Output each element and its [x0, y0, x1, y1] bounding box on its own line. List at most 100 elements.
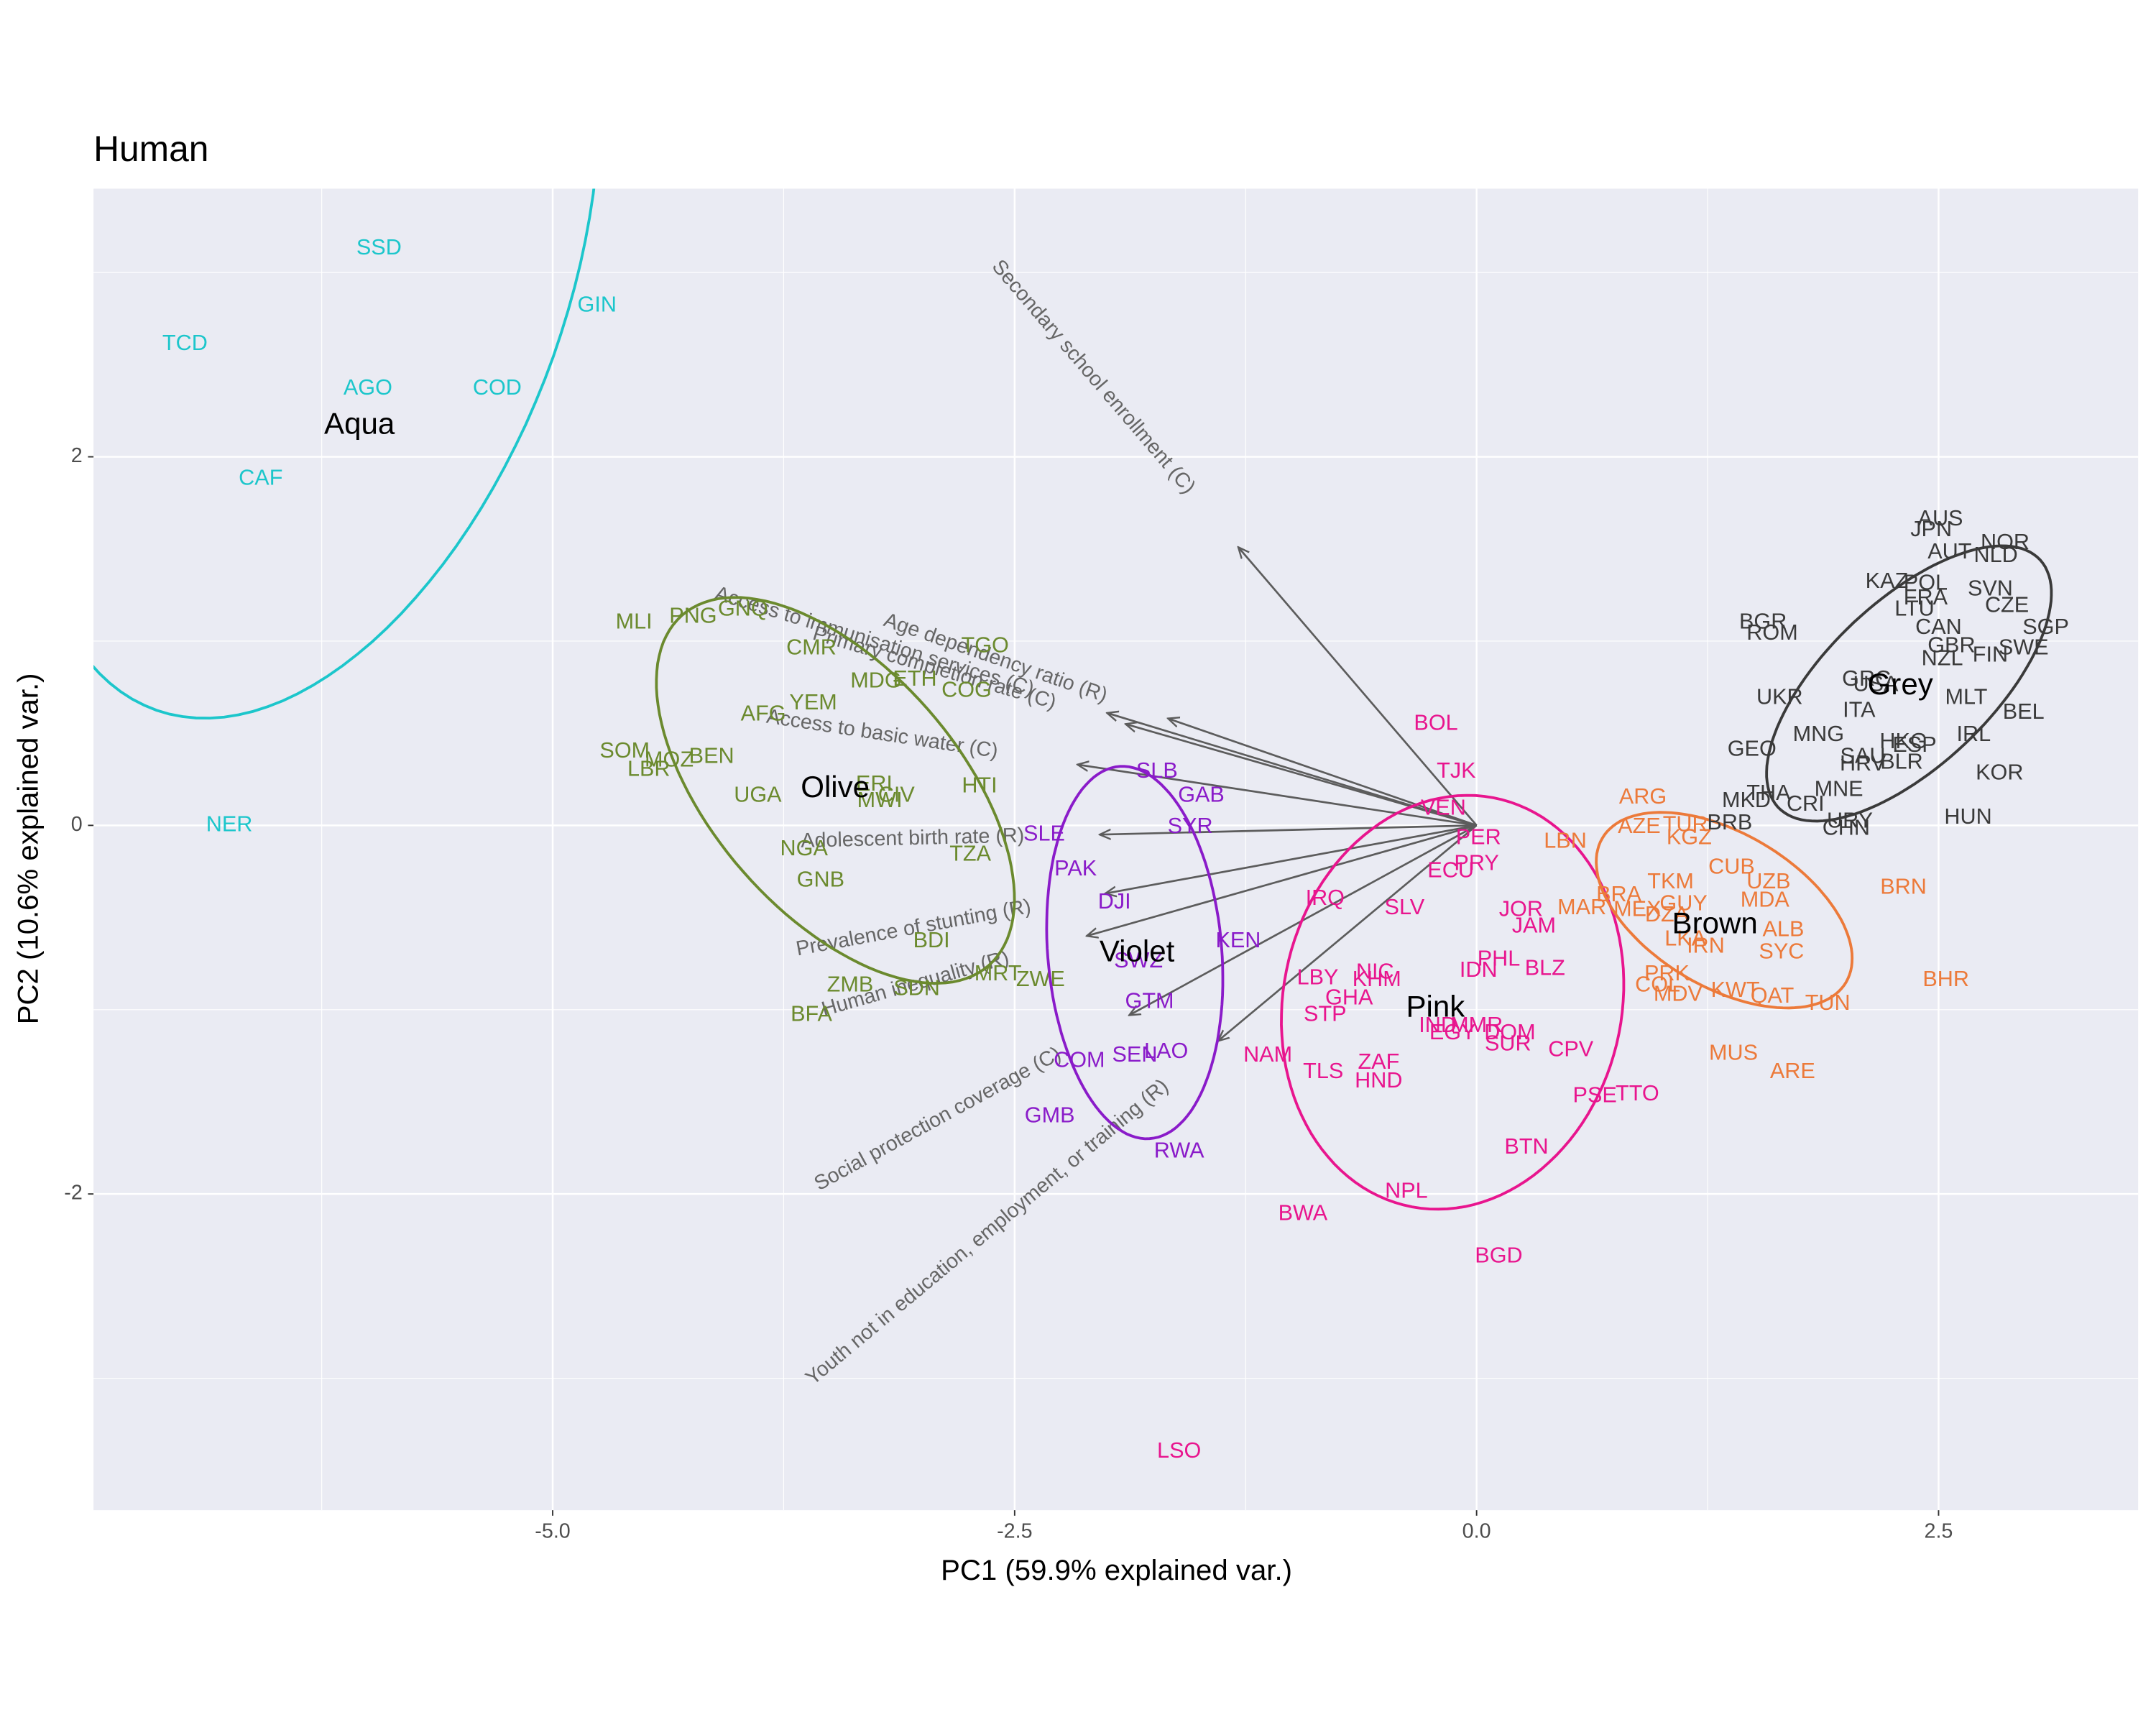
- point-label: DOM: [1484, 1020, 1535, 1044]
- point-label: BRN: [1880, 875, 1927, 899]
- point-label: BOL: [1414, 710, 1457, 735]
- point-label: COD: [473, 375, 522, 400]
- point-label: ERI: [856, 771, 893, 796]
- point-label: ROM: [1746, 620, 1797, 645]
- point-label: JPN: [1910, 517, 1952, 541]
- point-label: TLS: [1303, 1059, 1343, 1083]
- point-label: LBN: [1544, 829, 1587, 853]
- point-label: FRA: [1904, 585, 1948, 610]
- point-label: UZB: [1746, 869, 1790, 893]
- point-label: ZWE: [1016, 967, 1065, 991]
- point-label: ARG: [1619, 784, 1667, 809]
- point-label: FIN: [1973, 643, 2008, 667]
- point-label: IRQ: [1306, 886, 1345, 910]
- point-label: SWZ: [1114, 948, 1163, 972]
- point-label: EGY: [1429, 1020, 1476, 1044]
- point-label: BHR: [1922, 967, 1969, 991]
- point-label: BLR: [1880, 749, 1923, 773]
- point-label: QAT: [1751, 983, 1795, 1008]
- point-label: MNE: [1815, 777, 1864, 801]
- point-label: MRT: [975, 961, 1022, 985]
- point-label: UKR: [1756, 685, 1803, 709]
- point-label: BDI: [913, 928, 950, 952]
- y-tick-label: -2: [64, 1182, 83, 1205]
- point-label: GNB: [797, 867, 844, 891]
- point-label: DZA: [1645, 902, 1690, 926]
- point-label: AGO: [344, 375, 392, 400]
- point-label: LTU: [1894, 596, 1935, 620]
- point-label: PAK: [1054, 856, 1097, 880]
- point-label: COL: [1635, 972, 1680, 997]
- point-label: HND: [1355, 1068, 1402, 1092]
- point-label: NZL: [1922, 646, 1963, 671]
- point-label: VEN: [1421, 795, 1466, 819]
- point-label: PRK: [1644, 961, 1690, 985]
- point-label: SUR: [1485, 1031, 1531, 1056]
- point-label: MWI: [857, 788, 903, 812]
- point-label: BFA: [791, 1002, 832, 1026]
- point-label: TGO: [962, 633, 1009, 658]
- point-label: NOR: [1981, 530, 2030, 554]
- point-label: RWA: [1154, 1138, 1204, 1162]
- point-label: NER: [206, 811, 253, 836]
- point-label: ALB: [1763, 917, 1805, 942]
- point-label: GEO: [1728, 736, 1777, 760]
- point-label: MDA: [1741, 888, 1790, 912]
- point-label: GTM: [1125, 989, 1174, 1013]
- cluster-name: Pink: [1406, 990, 1465, 1024]
- point-label: AZE: [1618, 814, 1661, 838]
- loading-arrow: [1218, 824, 1478, 1041]
- point-label: GAB: [1178, 782, 1225, 806]
- point-label: THA: [1746, 781, 1791, 805]
- point-label: LBR: [627, 757, 671, 781]
- point-label: UGA: [734, 782, 782, 806]
- point-label: SLE: [1023, 821, 1065, 845]
- point-label: BGD: [1475, 1243, 1522, 1267]
- point-label: MDV: [1654, 981, 1703, 1006]
- point-label: GHA: [1325, 985, 1373, 1009]
- cluster-ellipse: [1765, 544, 2053, 823]
- point-label: CHN: [1823, 816, 1870, 840]
- cluster-ellipse: [93, 188, 596, 720]
- point-label: IND: [1419, 1013, 1457, 1037]
- point-label: GRC: [1842, 666, 1891, 691]
- point-label: BLZ: [1525, 955, 1565, 980]
- point-label: BTN: [1504, 1134, 1548, 1159]
- point-label: LSO: [1157, 1438, 1201, 1463]
- point-label: GUY: [1659, 891, 1707, 916]
- point-label: STP: [1304, 1002, 1347, 1026]
- point-label: LKA: [1664, 926, 1706, 950]
- point-label: KOR: [1976, 760, 2023, 785]
- point-label: POL: [1904, 571, 1948, 595]
- point-label: KAZ: [1866, 569, 1909, 593]
- point-label: SLV: [1385, 895, 1425, 919]
- cluster-name: Violet: [1100, 934, 1175, 967]
- point-label: MKD: [1722, 788, 1771, 812]
- cluster-name: Olive: [801, 770, 870, 804]
- point-label: LAO: [1144, 1039, 1188, 1063]
- point-label: NLD: [1974, 543, 2018, 567]
- y-tick-label: 2: [71, 444, 83, 467]
- point-label: IRN: [1687, 934, 1725, 958]
- x-tick-label: 0.0: [1462, 1519, 1491, 1542]
- point-label: AUS: [1918, 506, 1963, 530]
- point-label: CAN: [1915, 615, 1962, 639]
- point-label: ZMB: [827, 972, 874, 997]
- point-label: SDN: [893, 976, 940, 1000]
- cluster-ellipse: [1595, 811, 1854, 1010]
- cluster-ellipse: [1280, 794, 1626, 1211]
- point-label: SVN: [1968, 576, 2013, 600]
- point-label: MLT: [1945, 685, 1988, 709]
- point-label: SOM: [599, 738, 650, 763]
- point-label: MMR: [1450, 1013, 1503, 1037]
- point-label: GNQ: [718, 596, 768, 620]
- point-label: ARE: [1770, 1059, 1815, 1083]
- point-label: SYC: [1759, 939, 1804, 963]
- point-label: HRV: [1840, 751, 1886, 776]
- point-label: CRI: [1787, 791, 1825, 816]
- point-label: GIN: [578, 292, 617, 316]
- point-label: TTO: [1616, 1081, 1659, 1105]
- x-tick-label: 2.5: [1924, 1519, 1953, 1542]
- point-label: SSD: [356, 235, 402, 259]
